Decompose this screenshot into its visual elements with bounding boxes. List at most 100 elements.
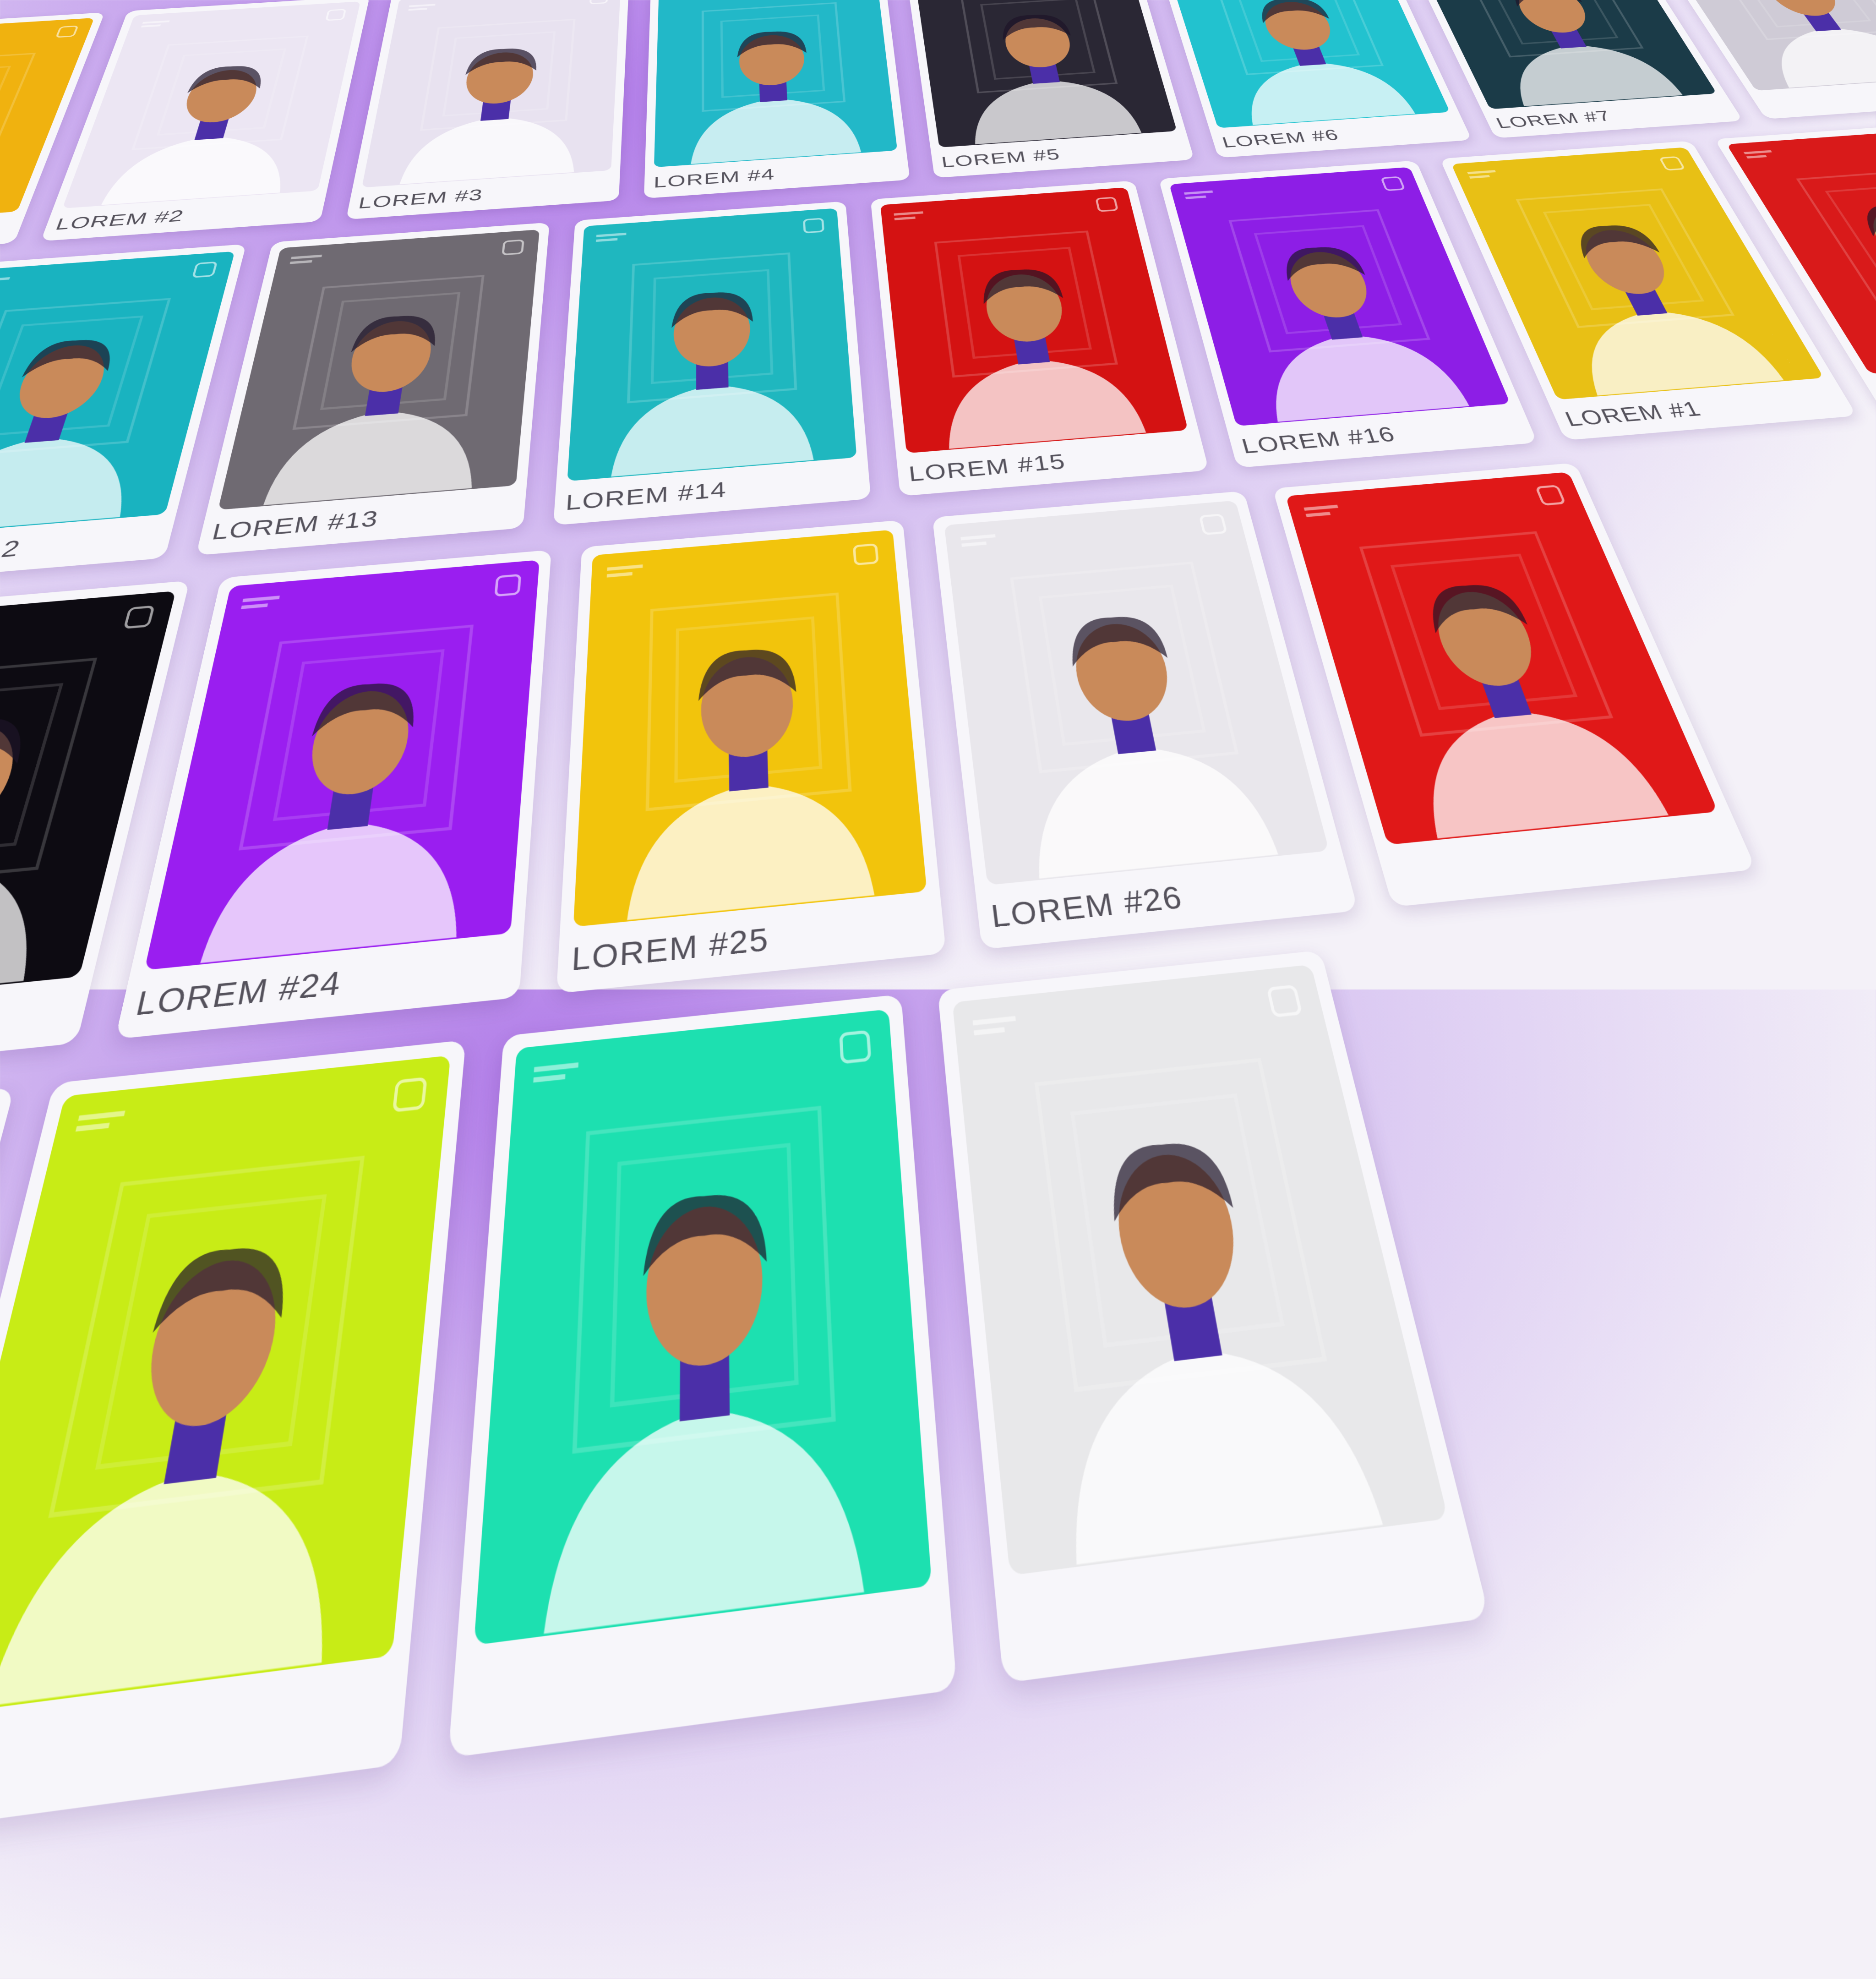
avatar-body	[544, 1392, 864, 1634]
card-art	[1406, 0, 1717, 109]
card-art	[62, 1, 360, 208]
corner-icon	[1381, 177, 1404, 190]
avatar-illustration	[654, 0, 897, 167]
avatar-illustration	[880, 187, 1188, 453]
corner-icon	[193, 262, 217, 277]
card-art	[0, 251, 235, 540]
corner-lines	[533, 1074, 565, 1083]
avatar-illustration	[952, 965, 1448, 1576]
avatar-illustration	[913, 0, 1177, 148]
corner-lines	[1469, 175, 1490, 179]
card-art	[567, 208, 856, 481]
corner-lines	[242, 596, 280, 602]
corner-icon	[1660, 157, 1684, 170]
corner-lines	[78, 1110, 125, 1121]
avatar-illustration	[573, 530, 927, 927]
corner-lines	[961, 541, 987, 547]
corner-icon	[56, 26, 77, 37]
corner-icon	[804, 219, 823, 233]
avatar-body	[1053, 1333, 1383, 1565]
avatar-illustration	[1162, 0, 1450, 128]
avatar-illustration	[944, 500, 1329, 885]
corner-lines	[291, 255, 322, 259]
corner-lines	[1746, 155, 1767, 159]
corner-icon	[854, 544, 878, 564]
card-art	[944, 500, 1329, 885]
frame-pattern	[0, 659, 95, 889]
card-art	[913, 0, 1177, 148]
avatar-body	[1254, 328, 1469, 422]
card-art	[952, 965, 1448, 1576]
corner-lines	[973, 1016, 1016, 1026]
avatar-body	[200, 811, 469, 963]
nft-card[interactable]: LOREM #3	[346, 0, 629, 219]
avatar-illustration	[144, 560, 540, 970]
avatar-body	[1752, 23, 1876, 88]
card-label: LOREM #23	[0, 977, 79, 1085]
corner-icon	[125, 607, 153, 628]
avatar-body	[1233, 57, 1415, 125]
avatar-body	[400, 112, 579, 184]
corner-lines	[142, 20, 170, 24]
nft-card[interactable]: LOREM #6	[1153, 0, 1472, 158]
corner-lines	[894, 211, 923, 216]
corner-lines	[534, 1062, 578, 1072]
corner-lines	[241, 603, 268, 609]
avatar-body	[938, 352, 1146, 448]
card-art	[474, 1009, 932, 1646]
avatar-body	[1495, 40, 1683, 106]
card-art	[573, 530, 927, 927]
nft-card[interactable]: LOREM #14	[553, 201, 871, 525]
corner-icon	[1096, 197, 1118, 211]
corner-lines	[0, 277, 10, 282]
card-art	[144, 560, 540, 970]
corner-lines	[1744, 150, 1772, 154]
corner-lines	[1185, 196, 1206, 199]
avatar-illustration	[567, 208, 856, 481]
avatar-body	[101, 131, 295, 205]
nft-card[interactable]	[1272, 463, 1756, 907]
avatar-illustration	[0, 1055, 451, 1718]
avatar-body	[611, 377, 813, 476]
nft-card[interactable]: LOREM #24	[115, 550, 551, 1039]
avatar-illustration	[218, 230, 540, 510]
nft-card[interactable]: LOREM #5	[905, 0, 1194, 178]
corner-lines	[1184, 191, 1213, 195]
nft-card[interactable]	[448, 994, 957, 1758]
avatar-illustration	[362, 0, 621, 188]
corner-lines	[1306, 512, 1331, 517]
nft-card[interactable]: LOREM #4	[644, 0, 910, 198]
avatar-body	[0, 1454, 347, 1706]
card-art	[1162, 0, 1450, 128]
corner-icon	[327, 10, 345, 21]
avatar-body	[965, 75, 1141, 144]
page: LOREM #2 LOREM #3 LOREM #4 LOREM #5 LOREM #6…	[0, 0, 1876, 990]
corner-icon	[1268, 986, 1301, 1016]
corner-lines	[596, 233, 627, 237]
corner-lines	[960, 534, 995, 541]
avatar-illustration	[1286, 472, 1718, 845]
card-art	[362, 0, 621, 188]
avatar-illustration	[0, 251, 235, 540]
card-label-space	[0, 212, 17, 263]
avatar-illustration	[474, 1009, 932, 1646]
nft-card[interactable]: LOREM #25	[556, 520, 946, 994]
corner-lines	[974, 1027, 1005, 1035]
nft-card[interactable]	[0, 1040, 466, 1836]
avatar-body	[691, 93, 861, 164]
corner-icon	[841, 1032, 870, 1062]
avatar-illustration	[1169, 167, 1511, 426]
nft-card[interactable]: LOREM #15	[871, 180, 1209, 496]
corner-icon	[496, 575, 520, 596]
card-art	[1286, 472, 1718, 845]
corner-icon	[503, 240, 524, 255]
nft-card[interactable]: LOREM #13	[196, 222, 550, 555]
nft-card[interactable]	[938, 950, 1490, 1683]
card-art	[218, 230, 540, 510]
frame-pattern	[0, 54, 34, 169]
corner-lines	[1303, 505, 1338, 511]
corner-lines	[607, 564, 643, 571]
avatar-illustration	[1406, 0, 1717, 109]
avatar-body	[1022, 737, 1278, 879]
card-art	[1169, 167, 1511, 426]
